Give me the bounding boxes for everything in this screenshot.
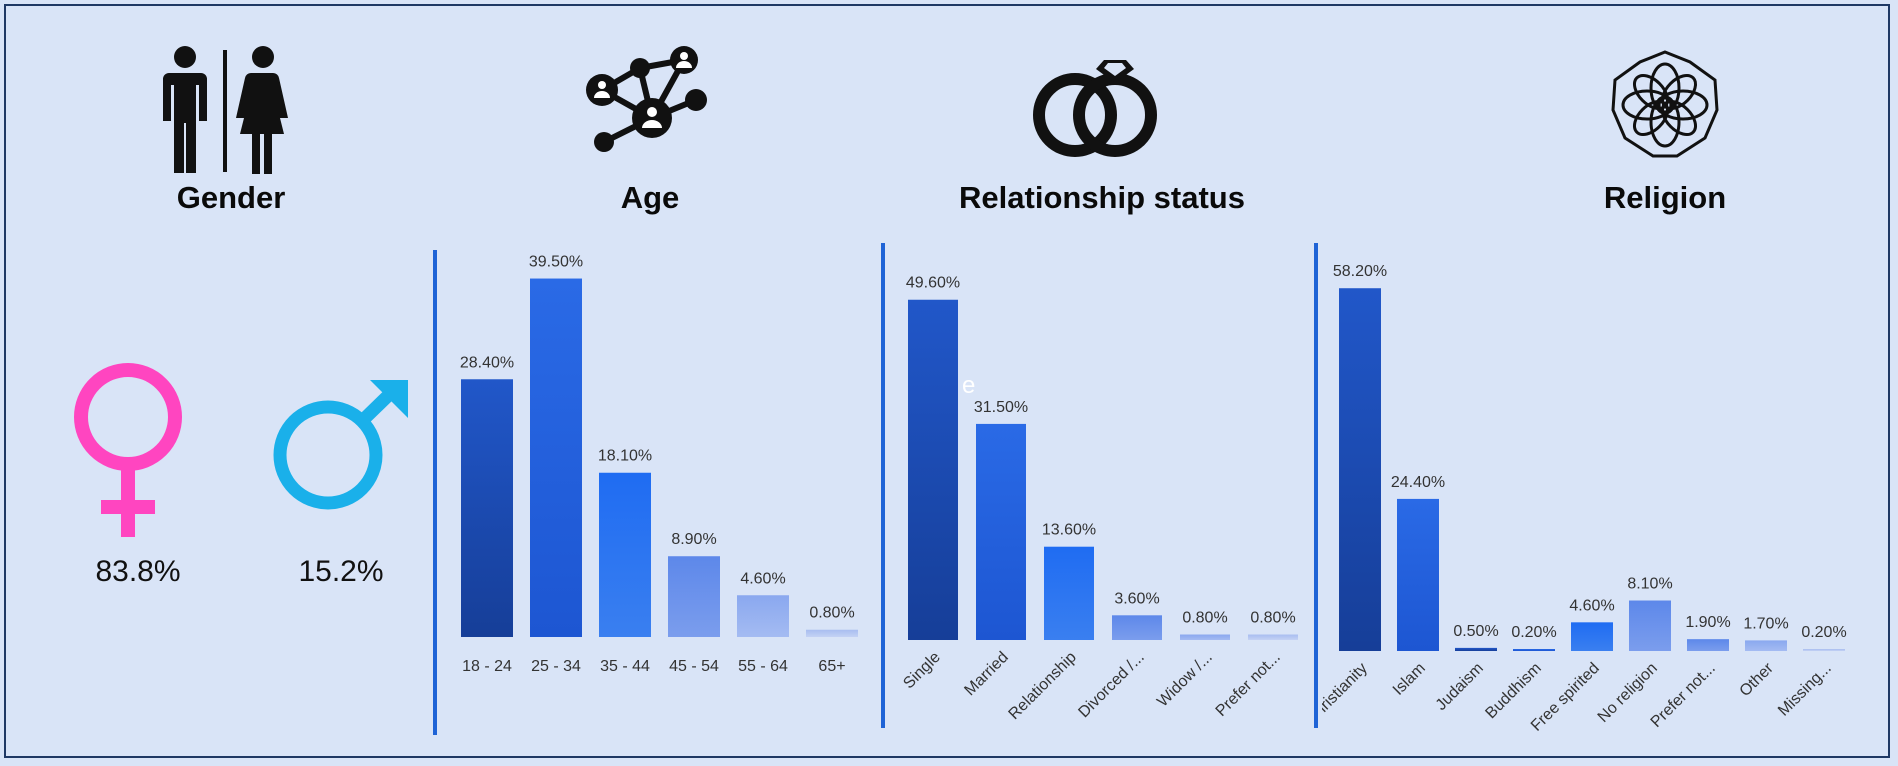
relationship-bar-chart: 49.60% Single 31.50% Married 13.60% Relations… — [900, 275, 1298, 723]
bar-single — [908, 299, 958, 640]
data-label: 8.90% — [671, 531, 716, 548]
tick-label: Relationship — [1006, 649, 1080, 723]
religion-heading: Religion — [1603, 180, 1727, 215]
tick-label: Judaism — [1433, 660, 1487, 714]
data-label: 1.90% — [1685, 614, 1730, 631]
relationship-heading: Relationship status — [959, 180, 1245, 215]
data-label: 0.80% — [809, 605, 854, 622]
tick-label: Missing... — [1775, 660, 1835, 720]
gender-heading: Gender — [176, 180, 286, 215]
bar-prefer-not — [1687, 639, 1729, 651]
data-label: 58.20% — [1333, 263, 1387, 280]
data-label: 31.50% — [974, 399, 1028, 416]
divider-age — [433, 250, 437, 735]
bar-free-spirited — [1571, 622, 1613, 651]
data-label: 28.40% — [460, 354, 514, 371]
restroom-man-woman-icon — [163, 46, 288, 174]
bar-married — [976, 423, 1026, 640]
data-label: 39.50% — [529, 254, 583, 271]
tick-label: 25 - 34 — [531, 658, 581, 675]
tick-label: Widow /... — [1154, 649, 1216, 711]
data-label: 8.10% — [1627, 576, 1672, 593]
data-label: 4.60% — [740, 570, 785, 587]
divider-relationship — [881, 243, 885, 728]
data-label: 0.80% — [1250, 610, 1295, 627]
tick-label: Married — [961, 649, 1011, 699]
male-percentage: 15.2% — [298, 555, 384, 588]
bar-widow — [1180, 634, 1230, 640]
bar-55-64 — [737, 595, 789, 637]
age-bar-chart: 28.40% 18 - 24 39.50% 25 - 34 18.10% 35 - 44 8… — [460, 254, 858, 675]
divider-religion — [1314, 243, 1318, 728]
tick-label: 45 - 54 — [669, 658, 719, 675]
tick-label: 18 - 24 — [462, 658, 512, 675]
bar-35-44 — [599, 472, 651, 637]
tick-label: 55 - 64 — [738, 658, 788, 675]
data-label: 13.60% — [1042, 522, 1096, 539]
stray-text: e — [962, 372, 976, 399]
tick-label: Christianity — [1322, 660, 1371, 728]
data-label: 0.50% — [1453, 623, 1498, 640]
bar-45-54 — [668, 556, 720, 637]
data-label: 3.60% — [1114, 590, 1159, 607]
lotus-flower-icon — [1611, 50, 1719, 158]
bar-other — [1745, 640, 1787, 651]
bar-prefer-not — [1248, 634, 1298, 640]
tick-label: 65+ — [818, 658, 845, 675]
female-percentage: 83.8% — [95, 555, 181, 588]
bar-no-religion — [1629, 600, 1671, 651]
data-label: 0.20% — [1801, 624, 1846, 641]
religion-bar-chart: 58.20% Christianity 24.40% Islam 0.50% Judais… — [1322, 263, 1847, 734]
bar-25-34 — [530, 278, 582, 637]
data-label: 18.10% — [598, 448, 652, 465]
tick-label: Islam — [1390, 660, 1429, 699]
female-symbol-icon — [74, 363, 182, 537]
tick-label: Divorced /... — [1075, 649, 1147, 721]
data-label: 1.70% — [1743, 615, 1788, 632]
bar-islam — [1397, 498, 1439, 651]
bar-missing — [1803, 649, 1845, 651]
tick-label: 35 - 44 — [600, 658, 650, 675]
age-heading: Age — [620, 180, 680, 215]
wedding-rings-icon — [1033, 60, 1157, 157]
male-symbol-icon — [273, 380, 408, 510]
bar-65 — [806, 629, 858, 637]
tick-label: Buddhism — [1482, 660, 1544, 722]
data-label: 24.40% — [1391, 474, 1445, 491]
tick-label: Single — [900, 649, 944, 693]
bar-relationship — [1044, 546, 1094, 640]
data-label: 0.80% — [1182, 610, 1227, 627]
data-label: 49.60% — [906, 275, 960, 292]
bar-divorced — [1112, 615, 1162, 640]
bar-18-24 — [461, 379, 513, 637]
data-label: 4.60% — [1569, 597, 1614, 614]
data-label: 0.20% — [1511, 624, 1556, 641]
bar-buddhism — [1513, 649, 1555, 651]
tick-label: Other — [1737, 659, 1778, 700]
bar-judaism — [1455, 647, 1497, 651]
tick-label: Prefer not... — [1213, 649, 1284, 720]
people-network-icon — [586, 46, 707, 152]
bar-christianity — [1339, 288, 1381, 651]
